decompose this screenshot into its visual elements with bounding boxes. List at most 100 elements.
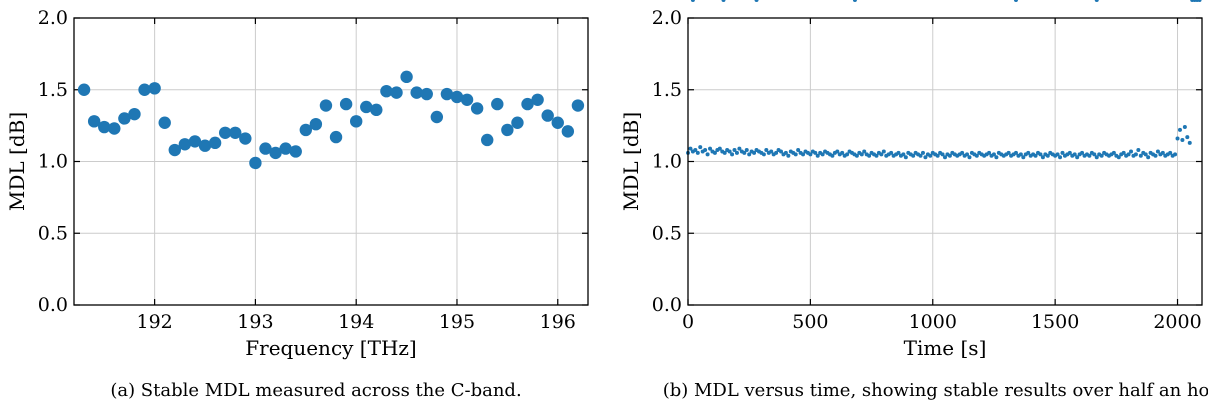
data-point [1111,150,1116,155]
plot-frame [687,17,1203,306]
data-point [1045,153,1050,158]
data-point [1075,155,1080,160]
data-point [928,153,933,158]
data-point [259,142,272,155]
data-point [708,146,713,151]
data-point [390,86,403,99]
data-point [783,150,788,155]
data-point [867,153,872,158]
data-point [721,0,726,2]
x-tick-label: 196 [540,311,576,333]
data-point [761,152,766,157]
data-point [178,138,192,151]
data-point [1173,152,1178,157]
data-point [947,153,952,158]
data-point [400,70,413,84]
data-point [854,153,859,158]
data-point [481,133,494,147]
data-point [218,126,232,139]
data-point [299,123,312,137]
data-point [801,152,806,157]
data-point [360,100,373,114]
data-point [1160,150,1165,155]
data-point [1026,150,1031,155]
data-point [796,148,801,153]
plot-frame [73,17,589,306]
data-point [896,150,901,155]
data-point [820,152,825,157]
data-point [541,109,554,122]
x-tick-label: 193 [237,311,273,333]
x-tick-label: 500 [792,311,828,333]
data-point [874,153,879,158]
data-point [168,143,181,157]
data-point [1175,136,1180,141]
x-tick-label: 0 [682,311,694,333]
y-tick-label: 2.0 [38,7,68,29]
data-point [732,148,737,153]
x-tick-label: 1500 [1031,311,1079,333]
data-point [440,87,454,101]
data-point [1058,155,1063,160]
data-point [840,150,845,155]
data-point [208,136,222,150]
data-point [967,155,972,160]
figure-caption: (b) MDL versus time, showing stable resu… [663,380,1208,401]
data-point [1040,155,1045,160]
data-point [1146,155,1151,160]
data-point [769,149,774,154]
data-point [420,87,433,101]
data-point [1018,152,1023,157]
data-point [703,148,708,153]
data-point [1060,150,1065,155]
data-point [793,152,798,157]
y-tick-label: 1.5 [38,79,68,101]
data-point [1087,153,1092,158]
data-point [531,93,544,107]
data-point [960,150,965,155]
data-point [1143,152,1148,157]
data-point [1136,148,1141,153]
data-point [881,149,886,154]
data-point [339,97,353,111]
data-point [77,83,91,96]
data-point [1180,137,1185,142]
y-tick-label: 1.0 [38,151,68,173]
data-point [350,115,363,128]
data-point [450,90,464,104]
data-point [319,99,333,112]
chart-mdl-vs-time: 0.0 0.5 1.0 1.5 2.0 0 500 1000 1500 2000 Time [s] M… [619,0,1208,401]
data-point [1092,152,1097,157]
data-point [901,152,906,157]
data-point [279,142,292,155]
data-point [501,123,514,137]
data-point [965,152,970,157]
data-point [289,145,302,158]
data-point [98,120,111,134]
data-point [551,116,564,129]
data-point [1006,150,1011,155]
data-point [108,122,121,135]
data-point [128,107,141,121]
data-point [380,84,393,98]
data-point [852,0,857,2]
data-point [1094,155,1099,160]
data-point [903,155,908,160]
data-point [198,139,212,152]
data-point [835,149,840,154]
x-tick-label: 1000 [909,311,957,333]
data-point [1185,135,1190,140]
data-point [1121,150,1126,155]
data-point [722,150,727,155]
data-point [491,97,504,111]
data-point [705,152,710,157]
data-point [813,150,818,155]
data-point [712,150,717,155]
data-point [991,152,996,157]
data-point [994,155,999,160]
data-point [1055,152,1060,157]
x-tick-label: 192 [136,311,172,333]
data-point [923,155,928,160]
y-tick-label: 0.0 [38,294,68,316]
data-point [830,153,835,158]
